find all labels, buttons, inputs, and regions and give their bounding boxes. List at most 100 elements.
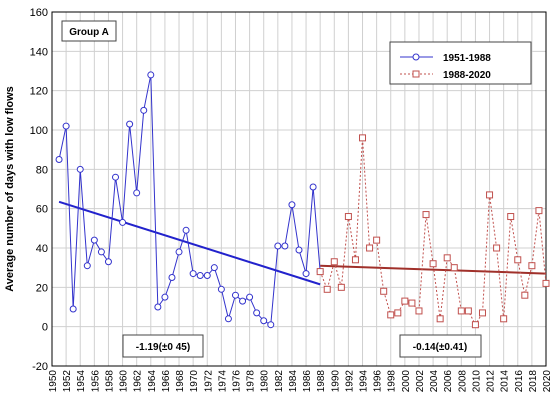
x-tick-label: 1986: [302, 370, 313, 393]
data-point-1988-2020: [542, 279, 550, 287]
data-point-1988-2020: [351, 256, 359, 264]
legend-label: 1988-2020: [443, 70, 491, 81]
x-tick-label: 2008: [457, 370, 468, 393]
data-point-1951-1988: [224, 315, 232, 323]
data-point-1951-1988: [161, 293, 169, 301]
x-tick-label: 1994: [359, 370, 370, 393]
x-tick-label: 2006: [443, 370, 454, 393]
y-tick-label: 80: [36, 164, 48, 176]
data-point-1951-1988: [147, 71, 155, 79]
legend: 1951-1988 1988-2020: [389, 41, 532, 85]
y-tick-label: 0: [42, 322, 48, 334]
x-tick-label: 1960: [119, 370, 130, 393]
data-point-1951-1988: [267, 321, 275, 329]
panel-label: Group A: [69, 27, 109, 38]
x-tick-label: 1988: [316, 370, 327, 393]
data-point-1951-1988: [182, 226, 190, 234]
data-point-1951-1988: [112, 173, 120, 181]
trend-1988-2020: [320, 264, 547, 275]
data-point-1951-1988: [260, 317, 268, 325]
x-tick-label: 1968: [175, 370, 186, 393]
data-point-1951-1988: [126, 120, 134, 128]
x-tick-label: 2016: [514, 370, 525, 393]
data-point-1988-2020: [471, 321, 479, 329]
data-point-1951-1988: [133, 189, 141, 197]
x-tick-label: 2012: [486, 370, 497, 393]
data-point-1951-1988: [76, 165, 84, 173]
y-tick-label: 120: [30, 86, 48, 98]
data-point-1988-2020: [394, 309, 402, 317]
x-tick-label: 2014: [500, 370, 511, 393]
data-point-1988-2020: [514, 256, 522, 264]
data-point-1951-1988: [231, 291, 239, 299]
data-point-1988-2020: [450, 264, 458, 272]
data-point-1988-2020: [422, 211, 430, 219]
data-point-1988-2020: [486, 191, 494, 199]
data-point-1988-2020: [478, 309, 486, 317]
data-point-1988-2020: [535, 207, 543, 215]
data-point-1988-2020: [464, 307, 472, 315]
data-point-1988-2020: [521, 291, 529, 299]
series-lines: [55, 71, 550, 329]
data-point-1988-2020: [337, 283, 345, 291]
data-point-1988-2020: [500, 315, 508, 323]
x-tick-label: 2004: [429, 370, 440, 393]
data-point-1951-1988: [246, 293, 254, 301]
annotation-slope-2: -0.14(±0.41): [413, 342, 467, 353]
x-tick-label: 1976: [231, 370, 242, 393]
data-point-1988-2020: [366, 244, 374, 252]
data-point-1988-2020: [507, 213, 515, 221]
data-point-1988-2020: [408, 299, 416, 307]
data-point-1951-1988: [119, 218, 127, 226]
trend-lines: [58, 200, 547, 286]
plot-frame: [51, 11, 547, 367]
x-tick-label: 1992: [344, 370, 355, 393]
data-point-1951-1988: [288, 201, 296, 209]
y-tick-label: 20: [36, 282, 48, 294]
data-point-1988-2020: [344, 213, 352, 221]
data-point-1988-2020: [457, 307, 465, 315]
x-tick-label: 1996: [373, 370, 384, 393]
data-point-1951-1988: [55, 156, 63, 163]
data-point-1988-2020: [387, 311, 395, 319]
x-tick-label: 1954: [76, 370, 87, 393]
legend-item-1951-1988: 1951-1988: [400, 53, 491, 64]
x-tick-label: 1966: [161, 370, 172, 393]
x-tick-label: 2000: [401, 370, 412, 393]
data-point-1951-1988: [69, 305, 77, 313]
panel-label-box: Group A: [61, 20, 117, 42]
data-point-1951-1988: [295, 246, 303, 254]
y-tick-label: 60: [36, 204, 48, 216]
annotation-box-1: -1.19(±0 45): [122, 334, 204, 358]
x-tick-label: 1972: [203, 370, 214, 393]
x-tick-label: 2020: [542, 370, 550, 393]
data-point-1988-2020: [528, 262, 536, 270]
data-point-1988-2020: [493, 244, 501, 252]
x-tick-label: 1978: [246, 370, 257, 393]
y-tick-label: 100: [30, 125, 48, 137]
data-point-1951-1988: [168, 274, 176, 281]
x-tick-label: 1984: [288, 370, 299, 393]
data-point-1951-1988: [175, 248, 183, 256]
legend-label: 1951-1988: [443, 53, 491, 64]
y-tick-label: 40: [36, 243, 48, 255]
x-tick-label: 1956: [90, 370, 101, 393]
tick-labels: -20 0 20 40 60 80 100 120 140 160 1950 1952 1954 1956…: [30, 7, 550, 392]
data-point-1988-2020: [415, 307, 423, 315]
x-tick-label: 1952: [62, 370, 73, 393]
x-tick-label: 1970: [189, 370, 200, 393]
data-point-1988-2020: [359, 134, 367, 142]
data-point-1951-1988: [104, 258, 112, 266]
x-tick-label: 2002: [415, 370, 426, 393]
x-tick-label: 2018: [528, 370, 539, 393]
data-point-1951-1988: [253, 309, 261, 317]
data-point-1951-1988: [309, 183, 317, 191]
data-point-1951-1988: [203, 272, 211, 280]
x-tick-label: 1998: [387, 370, 398, 393]
x-tick-label: 1964: [147, 370, 158, 393]
data-point-1951-1988: [281, 242, 289, 250]
x-tick-label: 1950: [48, 370, 59, 393]
data-point-1951-1988: [62, 122, 70, 130]
x-tick-label: 1982: [274, 370, 285, 393]
